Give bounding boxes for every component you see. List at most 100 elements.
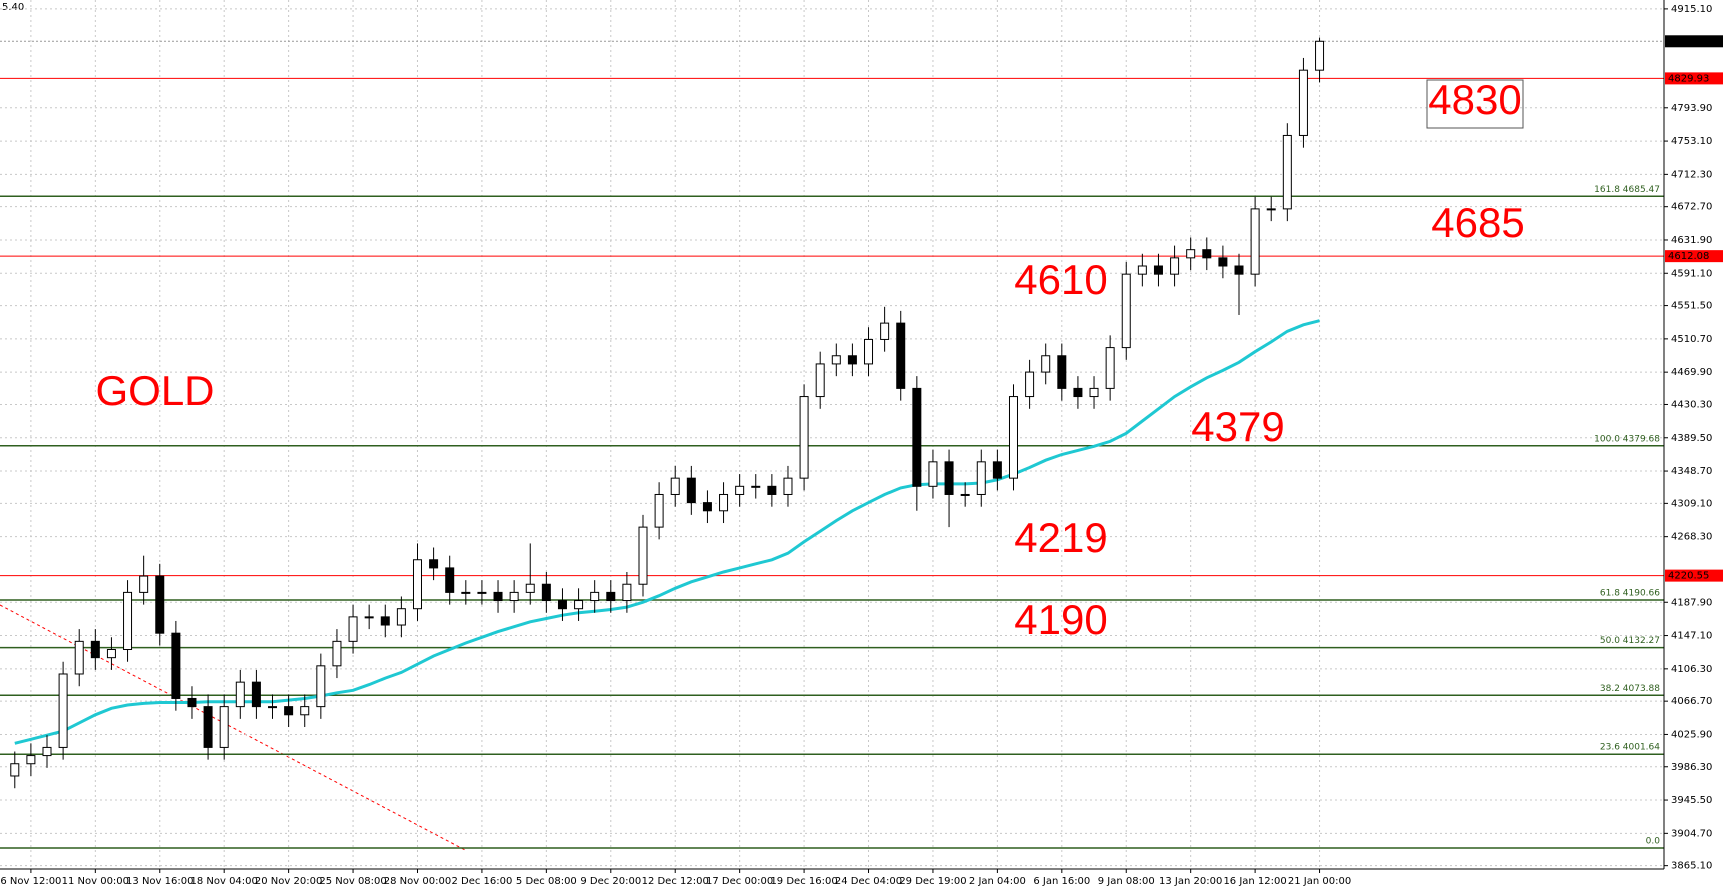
candle-body (509, 591, 519, 602)
candle-body (268, 706, 278, 709)
fib-label: 161.8 4685.47 (1594, 185, 1660, 195)
x-tick-label: 29 Dec 19:00 (899, 876, 966, 887)
candle-body (74, 640, 84, 675)
candle-body (702, 502, 712, 512)
candle-body (26, 755, 36, 765)
y-tick-label: 4712.30 (1671, 169, 1712, 180)
y-tick-label: 4389.50 (1671, 433, 1712, 444)
candle-body (1041, 355, 1051, 373)
candle-body (1250, 208, 1260, 275)
candle-body (429, 559, 439, 569)
candle-body (412, 559, 422, 610)
annotation-box (1426, 79, 1524, 129)
price-tag (1665, 72, 1723, 85)
x-tick-label: 20 Nov 20:00 (255, 876, 322, 887)
candle-body (1057, 355, 1067, 389)
candle-body (1025, 371, 1035, 398)
y-tick-label: 4430.30 (1671, 399, 1712, 410)
candle-body (1186, 249, 1196, 259)
price-tag (1665, 250, 1723, 263)
fib-label: 50.0 4132.27 (1600, 636, 1660, 646)
candle-body (912, 387, 922, 487)
candle-body (1008, 396, 1018, 479)
y-tick-label: 3904.70 (1671, 828, 1712, 839)
price-tag (1665, 569, 1723, 582)
x-tick-label: 25 Nov 08:00 (319, 876, 386, 887)
candle-body (815, 363, 825, 398)
candle-body (1153, 265, 1163, 275)
price-tag-label: 4829.93 (1668, 73, 1709, 84)
annotation: 4830 (1428, 76, 1521, 123)
price-tag (1665, 35, 1723, 48)
candle-body (332, 640, 342, 667)
candle-body (284, 706, 294, 716)
candle-body (1137, 265, 1147, 275)
candle-body (171, 632, 181, 699)
annotation: 4219 (1014, 514, 1107, 561)
candle-body (203, 706, 213, 748)
candle-body (90, 640, 100, 659)
candle-body (445, 567, 455, 593)
y-tick-label: 4066.70 (1671, 696, 1712, 707)
candle-body (1282, 134, 1292, 210)
candle-body (219, 706, 229, 748)
fib-label: 38.2 4073.88 (1600, 684, 1660, 694)
candle-body (541, 583, 551, 602)
candle-body (686, 477, 696, 504)
candle-body (1170, 257, 1180, 275)
price-tag-label: 4875.40 (1668, 36, 1709, 47)
candle-body (364, 616, 374, 619)
y-tick-label: 4551.50 (1671, 301, 1712, 312)
candle-body (799, 396, 809, 479)
x-tick-label: 13 Nov 16:00 (126, 876, 193, 887)
candle-body (638, 526, 648, 585)
candle-body (525, 583, 535, 593)
y-tick-label: 4268.30 (1671, 532, 1712, 543)
x-tick-label: 6 Nov 12:00 (0, 876, 61, 887)
y-tick-label: 4147.10 (1671, 631, 1712, 642)
candle-body (1298, 69, 1308, 136)
candle-body (348, 616, 358, 642)
y-tick-label: 4348.70 (1671, 466, 1712, 477)
candle-body (1105, 347, 1115, 389)
annotation: 4379 (1191, 403, 1284, 450)
candle-body (606, 591, 616, 602)
candle-body (847, 355, 857, 365)
y-tick-label: 4106.30 (1671, 664, 1712, 675)
candle-body (493, 591, 503, 602)
candle-body (751, 485, 761, 488)
y-tick-label: 4591.10 (1671, 268, 1712, 279)
y-tick-label: 3986.30 (1671, 762, 1712, 773)
candle-body (1073, 387, 1083, 398)
candle-body (461, 591, 471, 594)
y-tick-label: 4915.10 (1671, 4, 1712, 15)
candle-body (396, 608, 406, 626)
x-tick-label: 12 Dec 12:00 (642, 876, 709, 887)
candle-body (300, 706, 310, 716)
x-tick-label: 11 Nov 00:00 (62, 876, 129, 887)
x-tick-label: 21 Jan 00:00 (1288, 876, 1351, 887)
x-tick-label: 2 Jan 04:00 (969, 876, 1026, 887)
fib-label: 23.6 4001.64 (1600, 743, 1660, 753)
candle-body (719, 493, 729, 512)
candle-body (139, 575, 149, 593)
candle-body (670, 477, 680, 495)
y-tick-label: 4631.90 (1671, 235, 1712, 246)
y-tick-label: 4309.10 (1671, 498, 1712, 509)
y-tick-label: 3865.10 (1671, 861, 1712, 872)
y-tick-label: 4753.10 (1671, 136, 1712, 147)
y-tick-label: 4187.90 (1671, 597, 1712, 608)
annotation: 4610 (1014, 256, 1107, 303)
candle-body (960, 493, 970, 496)
moving-average (14, 319, 1320, 745)
candle-body (1266, 208, 1276, 211)
x-tick-label: 17 Dec 00:00 (706, 876, 773, 887)
candle-body (42, 746, 52, 757)
candle-body (123, 591, 133, 651)
candle-body (992, 461, 1002, 479)
candle-body (1315, 40, 1325, 71)
x-tick-label: 19 Dec 16:00 (770, 876, 837, 887)
candle-body (155, 575, 165, 634)
candle-body (976, 461, 986, 495)
